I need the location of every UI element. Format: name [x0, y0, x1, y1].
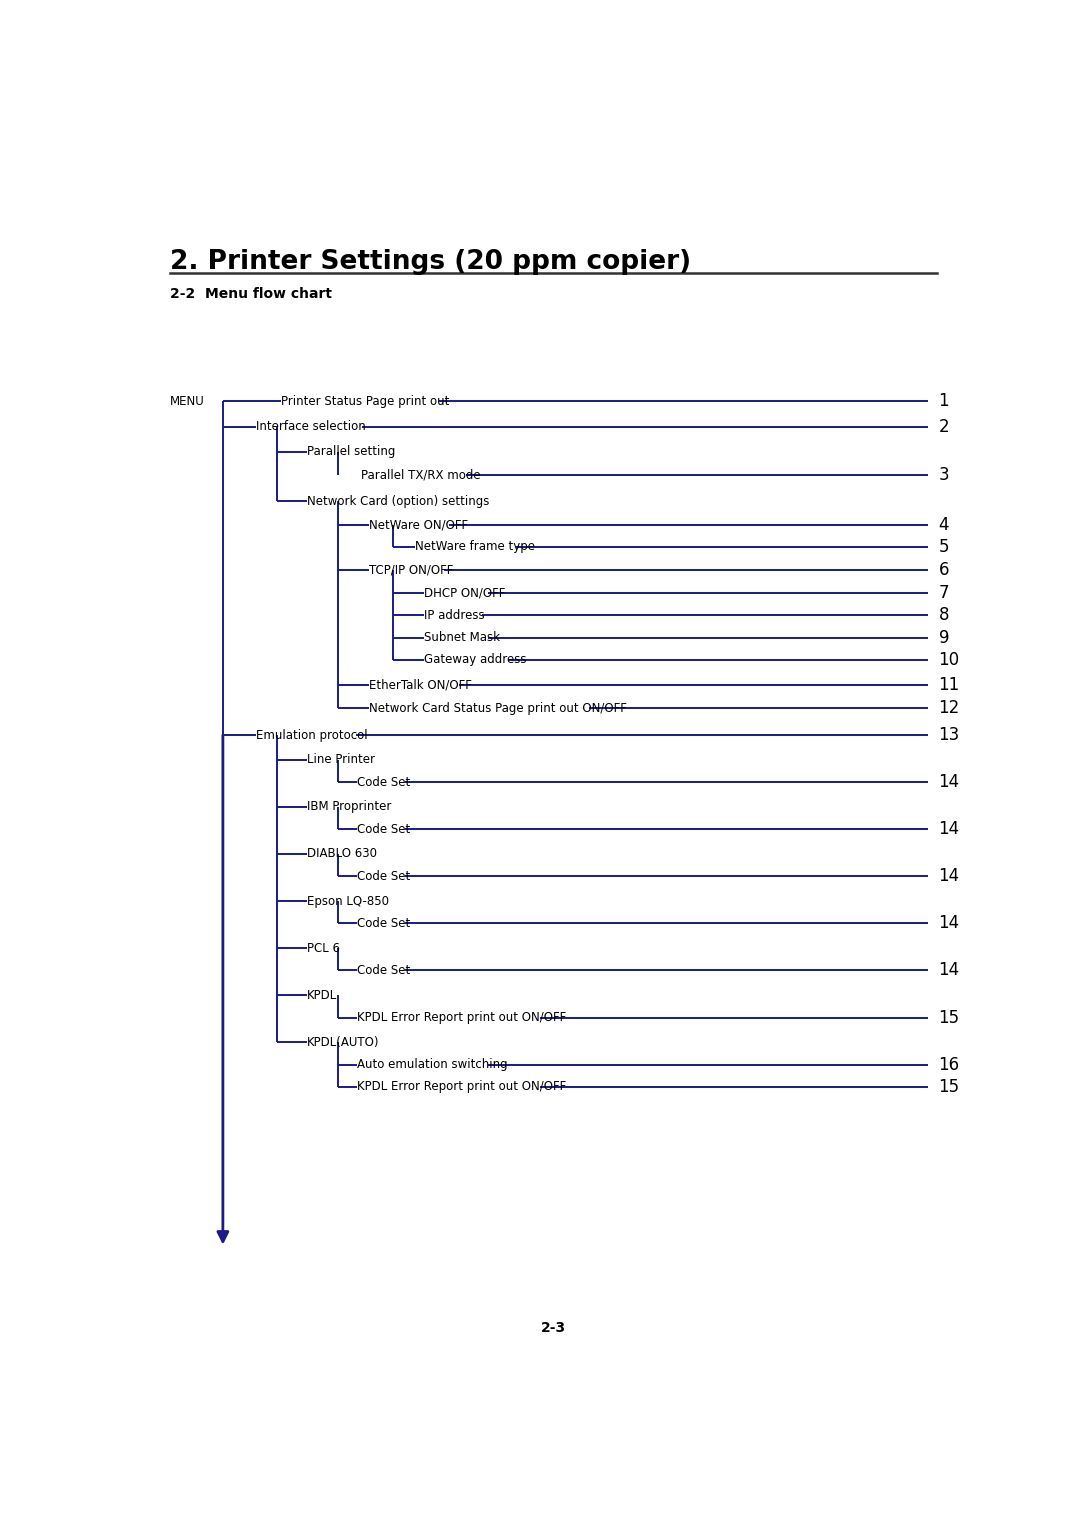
Text: 7: 7 — [939, 584, 949, 602]
Text: Printer Status Page print out: Printer Status Page print out — [282, 394, 450, 408]
Text: Line Printer: Line Printer — [307, 753, 375, 767]
Text: KPDL Error Report print out ON/OFF: KPDL Error Report print out ON/OFF — [356, 1080, 566, 1094]
Text: 14: 14 — [939, 914, 960, 932]
Text: 2-3: 2-3 — [541, 1322, 566, 1335]
Text: 8: 8 — [939, 607, 949, 623]
Text: Gateway address: Gateway address — [423, 654, 526, 666]
Text: KPDL(AUTO): KPDL(AUTO) — [307, 1036, 379, 1048]
Text: 1: 1 — [939, 393, 949, 410]
Text: EtherTalk ON/OFF: EtherTalk ON/OFF — [369, 678, 472, 691]
Text: Code Set: Code Set — [356, 869, 410, 883]
Text: KPDL: KPDL — [307, 989, 337, 1002]
Text: MENU: MENU — [171, 394, 205, 408]
Text: Parallel TX/RX mode: Parallel TX/RX mode — [361, 469, 481, 481]
Text: 2-2  Menu flow chart: 2-2 Menu flow chart — [171, 287, 333, 301]
Text: Code Set: Code Set — [356, 822, 410, 836]
Text: Code Set: Code Set — [356, 964, 410, 976]
Text: Subnet Mask: Subnet Mask — [423, 631, 500, 643]
Text: 11: 11 — [939, 675, 960, 694]
Text: Emulation protocol: Emulation protocol — [256, 729, 368, 741]
Text: IBM Proprinter: IBM Proprinter — [307, 801, 391, 813]
Text: 14: 14 — [939, 961, 960, 979]
Text: Code Set: Code Set — [356, 776, 410, 788]
Text: 4: 4 — [939, 515, 949, 533]
Text: 14: 14 — [939, 868, 960, 885]
Text: Network Card (option) settings: Network Card (option) settings — [307, 495, 489, 507]
Text: Epson LQ-850: Epson LQ-850 — [307, 894, 389, 908]
Text: 15: 15 — [939, 1077, 960, 1096]
Text: 2. Printer Settings (20 ppm copier): 2. Printer Settings (20 ppm copier) — [171, 249, 691, 275]
Text: 12: 12 — [939, 700, 960, 717]
Text: 6: 6 — [939, 561, 949, 579]
Text: Interface selection: Interface selection — [256, 420, 366, 434]
Text: Network Card Status Page print out ON/OFF: Network Card Status Page print out ON/OF… — [369, 701, 627, 715]
Text: DIABLO 630: DIABLO 630 — [307, 848, 377, 860]
Text: 10: 10 — [939, 651, 960, 669]
Text: 14: 14 — [939, 821, 960, 839]
Text: Parallel setting: Parallel setting — [307, 445, 395, 458]
Text: 3: 3 — [939, 466, 949, 484]
Text: 2: 2 — [939, 417, 949, 435]
Text: NetWare ON/OFF: NetWare ON/OFF — [369, 518, 469, 532]
Text: NetWare frame type: NetWare frame type — [416, 541, 536, 553]
Text: TCP/IP ON/OFF: TCP/IP ON/OFF — [369, 564, 454, 578]
Text: 14: 14 — [939, 773, 960, 792]
Text: 15: 15 — [939, 1008, 960, 1027]
Text: 9: 9 — [939, 628, 949, 646]
Text: Code Set: Code Set — [356, 917, 410, 931]
Text: DHCP ON/OFF: DHCP ON/OFF — [423, 587, 505, 599]
Text: 13: 13 — [939, 726, 960, 744]
Text: Auto emulation switching: Auto emulation switching — [356, 1057, 508, 1071]
Text: KPDL Error Report print out ON/OFF: KPDL Error Report print out ON/OFF — [356, 1012, 566, 1024]
Text: 5: 5 — [939, 538, 949, 556]
Text: IP address: IP address — [423, 608, 485, 622]
Text: 16: 16 — [939, 1056, 960, 1074]
Text: PCL 6: PCL 6 — [307, 941, 339, 955]
